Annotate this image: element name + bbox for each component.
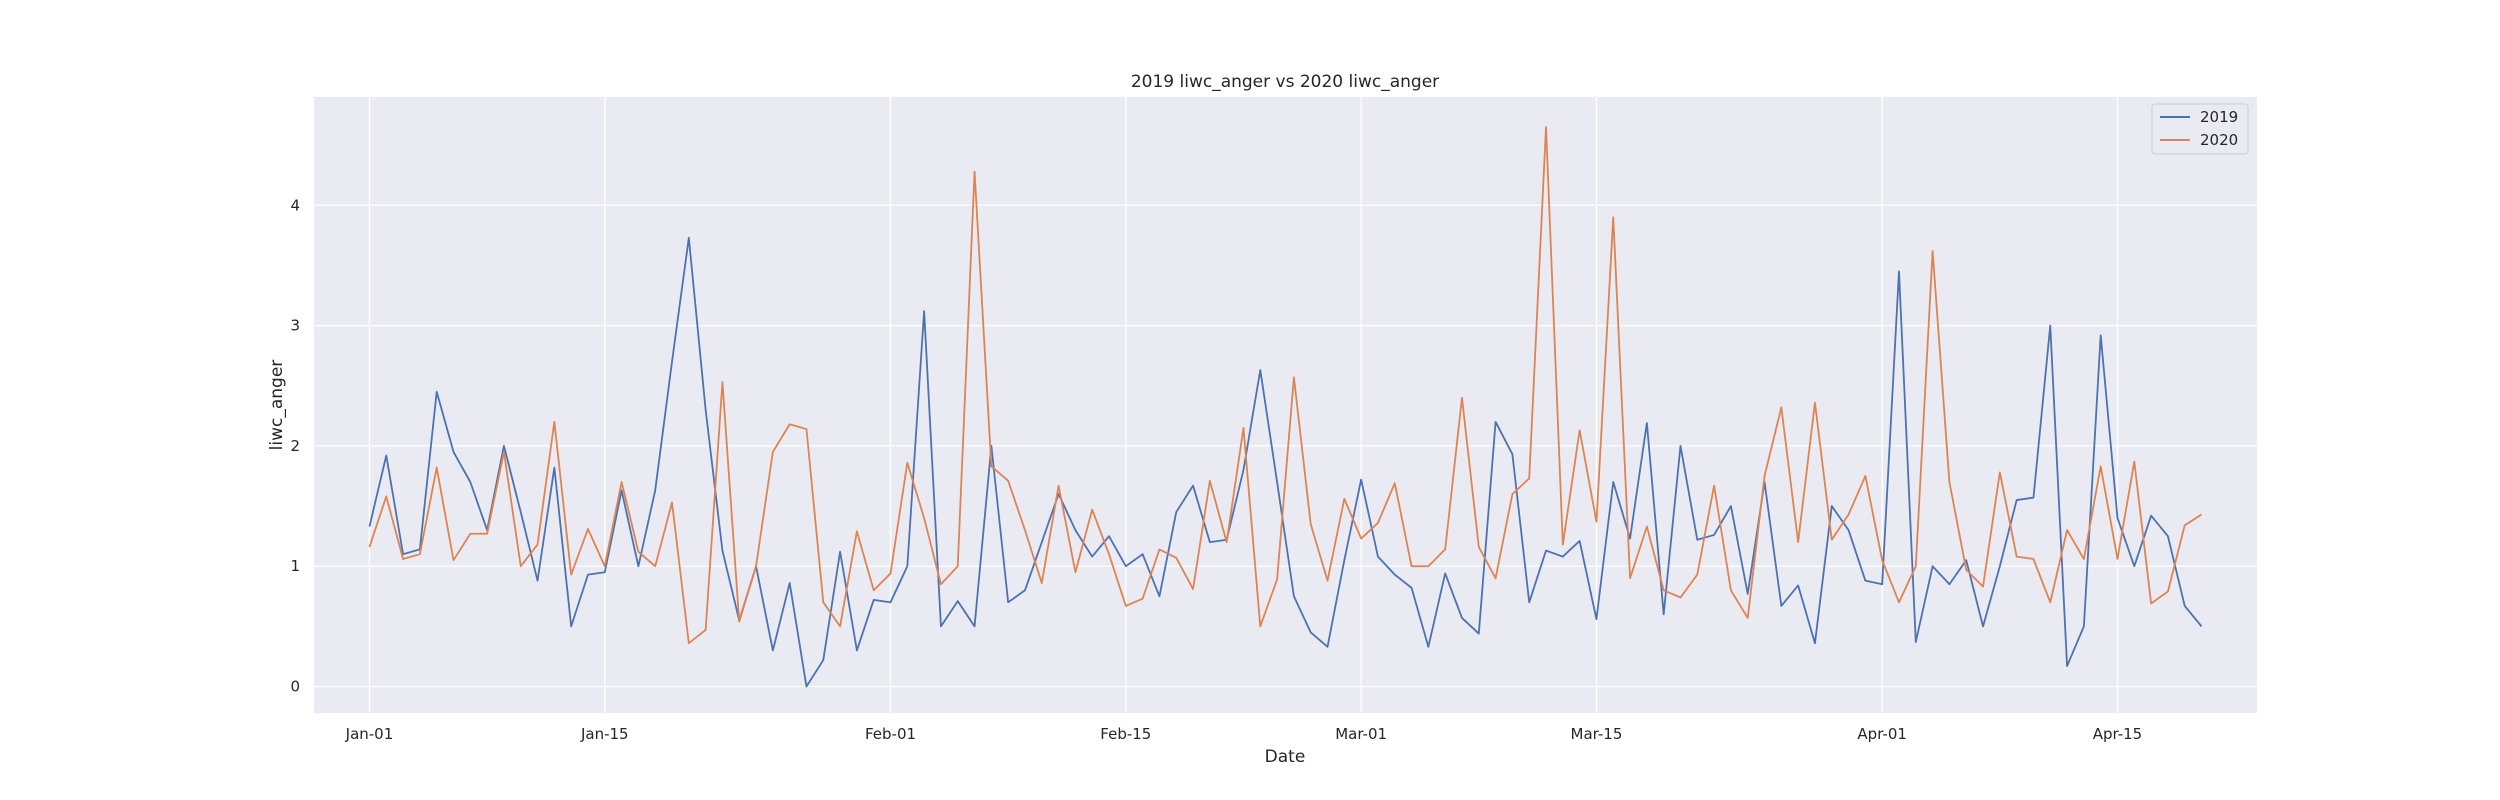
- y-tick-label: 1: [290, 557, 300, 575]
- x-tick-label: Apr-15: [2093, 725, 2143, 743]
- series-line-2019: [368, 236, 2203, 688]
- y-tick-label: 0: [290, 678, 300, 696]
- series-line-2020: [368, 126, 2203, 645]
- x-axis-ticks: Jan-01 Jan-15 Feb-01 Feb-15 Mar-01 Mar-15 Apr-…: [345, 725, 2143, 743]
- legend-label-2020: 2020: [2200, 131, 2238, 149]
- y-tick-label: 2: [290, 437, 300, 455]
- x-axis-label: Date: [1265, 747, 1306, 767]
- chart-title: 2019 liwc_anger vs 2020 liwc_anger: [1131, 72, 1439, 92]
- x-tick-label: Apr-01: [1857, 725, 1907, 743]
- x-tick-label: Feb-01: [865, 725, 916, 743]
- y-tick-label: 3: [290, 317, 300, 335]
- x-tick-label: Mar-01: [1335, 725, 1387, 743]
- series-lines: [368, 126, 2203, 688]
- x-tick-label: Mar-15: [1571, 725, 1623, 743]
- plot-background: [314, 97, 2257, 713]
- x-tick-label: Jan-01: [345, 725, 394, 743]
- legend: 2019 2020: [2151, 103, 2249, 155]
- y-axis-ticks: 0 1 2 3 4: [290, 196, 300, 695]
- y-tick-label: 4: [290, 196, 300, 214]
- x-tick-label: Feb-15: [1100, 725, 1151, 743]
- legend-label-2019: 2019: [2200, 108, 2238, 126]
- x-tick-label: Jan-15: [580, 725, 629, 743]
- y-axis-label: liwc_anger: [267, 360, 287, 451]
